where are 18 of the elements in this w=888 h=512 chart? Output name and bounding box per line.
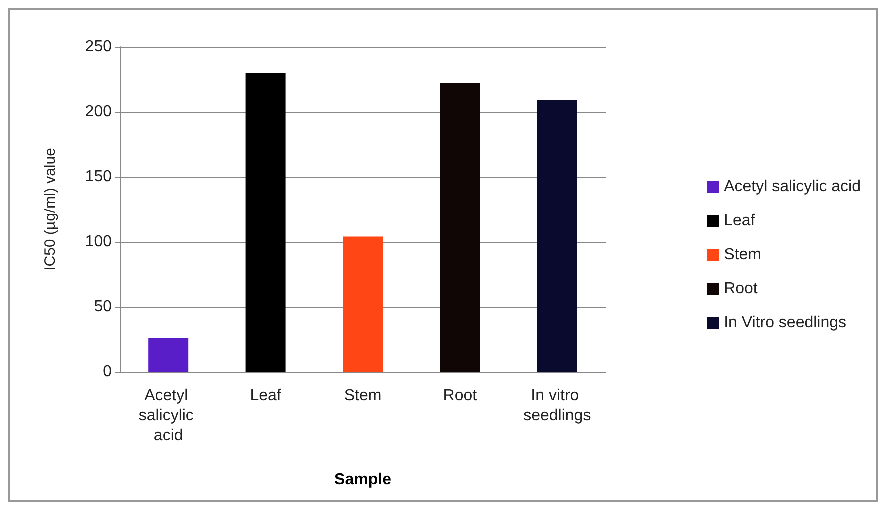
y-tick-label: 250 xyxy=(85,38,112,56)
x-tick-label: In vitro seedlings xyxy=(524,388,592,424)
y-tick-label: 50 xyxy=(94,298,112,316)
legend-label: Stem xyxy=(724,246,762,264)
y-tick-label: 0 xyxy=(103,364,112,380)
x-tick-label: Leaf xyxy=(250,388,282,404)
legend-label: Root xyxy=(724,280,758,298)
legend-label: Leaf xyxy=(724,212,756,230)
y-tick-label: 150 xyxy=(85,168,112,186)
x-tick-label: Root xyxy=(443,388,478,404)
x-tick-label: Stem xyxy=(344,388,382,404)
legend-label: In Vitro seedlings xyxy=(724,314,847,332)
y-axis-title: IC50 (µg/ml) value xyxy=(42,148,59,271)
legend-label: Acetyl salicylic acid xyxy=(724,178,862,196)
x-tick-label: Acetyl salicylic acid xyxy=(138,388,198,444)
x-axis-title: Sample xyxy=(334,472,392,488)
y-tick-label: 200 xyxy=(85,104,112,120)
y-tick-label: 100 xyxy=(85,234,112,250)
